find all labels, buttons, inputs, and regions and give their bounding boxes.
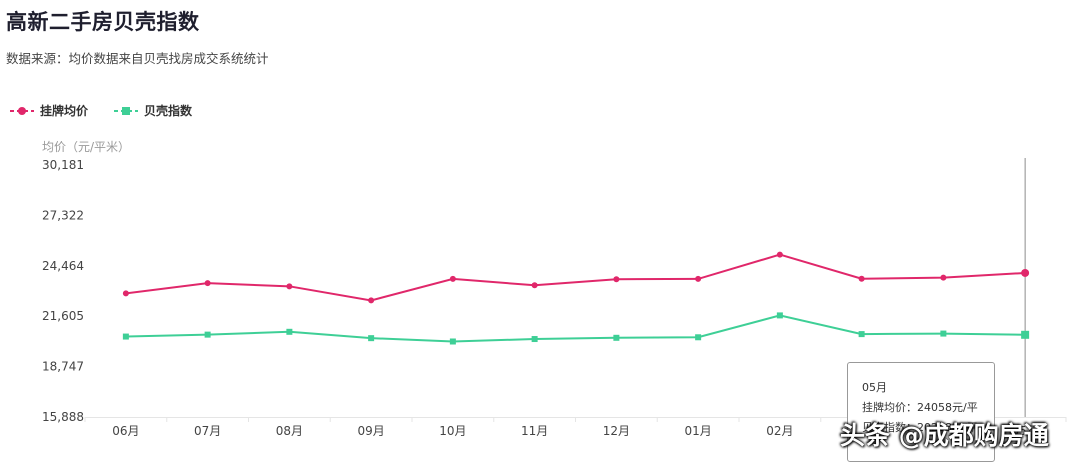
data-point-beike-index (940, 330, 947, 337)
legend-marker-circle (10, 106, 34, 115)
x-tick-label: 11月 (521, 424, 548, 438)
x-tick-label: 09月 (357, 424, 384, 438)
x-tick-label: 06月 (112, 424, 139, 438)
data-point-listing-price (1021, 268, 1030, 277)
y-tick-label: 24,464 (42, 259, 84, 273)
chart-tooltip: 05月 挂牌均价：24058元/平 贝壳指数：20238元/平 (847, 362, 995, 462)
data-point-beike-index (531, 336, 538, 343)
x-tick-label: 02月 (766, 424, 793, 438)
data-point-beike-index (858, 331, 865, 338)
y-tick-label: 21,605 (42, 309, 84, 323)
chart-subtitle: 数据来源：均价数据来自贝壳找房成交系统统计 (6, 51, 269, 66)
x-tick-label: 08月 (276, 424, 303, 438)
legend-item-listing-price[interactable]: 挂牌均价 (10, 102, 88, 119)
data-point-listing-price (776, 251, 783, 258)
data-point-beike-index (204, 331, 211, 338)
y-tick-label: 27,322 (42, 208, 84, 222)
data-point-listing-price (940, 274, 947, 281)
legend: 挂牌均价 贝壳指数 (10, 102, 218, 119)
data-point-beike-index (368, 335, 375, 342)
watermark: 头条 @成都购房通 (840, 421, 1049, 450)
x-tick-label: 01月 (684, 424, 711, 438)
data-point-beike-index (776, 312, 783, 319)
x-tick-label: 12月 (603, 424, 630, 438)
data-point-listing-price (286, 283, 293, 290)
tooltip-listing-price: 挂牌均价：24058元/平 (862, 401, 978, 414)
legend-label-beike-index: 贝壳指数 (144, 104, 193, 118)
legend-label-listing-price: 挂牌均价 (40, 104, 89, 118)
legend-marker-square (114, 106, 139, 115)
x-tick-label: 07月 (194, 424, 221, 438)
data-point-listing-price (122, 290, 129, 297)
y-tick-label: 15,888 (42, 410, 84, 424)
data-point-beike-index (286, 328, 293, 335)
tooltip-beike-index: 贝壳指数：20238元/平 (862, 421, 978, 434)
data-point-beike-index (1021, 330, 1030, 339)
y-tick-label: 30,181 (42, 158, 84, 172)
series-line-beike-index (125, 314, 1026, 343)
data-point-listing-price (531, 282, 538, 289)
x-tick-label: 10月 (439, 424, 466, 438)
legend-item-beike-index[interactable]: 贝壳指数 (114, 102, 192, 119)
data-point-listing-price (368, 297, 375, 304)
chart-title: 高新二手房贝壳指数 (6, 10, 200, 34)
data-point-listing-price (204, 280, 211, 287)
data-point-listing-price (858, 275, 865, 282)
data-point-beike-index (449, 338, 456, 345)
y-axis-title: 均价（元/平米） (42, 140, 130, 154)
data-point-listing-price (695, 275, 702, 282)
x-tick-label: 05月 (1011, 424, 1038, 438)
data-point-beike-index (613, 334, 620, 341)
data-point-beike-index (122, 333, 129, 340)
data-point-beike-index (695, 334, 702, 341)
y-tick-label: 18,747 (42, 360, 84, 374)
data-point-listing-price (449, 275, 456, 282)
series-line-listing-price (125, 253, 1026, 302)
data-point-listing-price (613, 276, 620, 283)
tooltip-month: 05月 (862, 381, 887, 394)
